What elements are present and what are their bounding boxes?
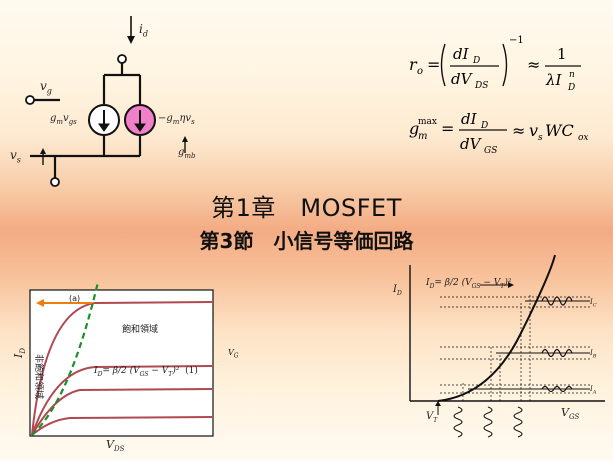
gm-vgs-v: v bbox=[63, 113, 69, 124]
svg-text:=: = bbox=[441, 119, 454, 138]
gmb-label-sub: mb bbox=[184, 152, 196, 160]
ic-label: IC bbox=[590, 298, 597, 309]
vg-side-label: VG bbox=[228, 348, 239, 360]
ro-rhs-den: λI bbox=[545, 71, 563, 89]
vs-label: v bbox=[10, 148, 17, 162]
vin-wave-2 bbox=[483, 406, 493, 438]
vg-label: v bbox=[40, 79, 47, 93]
gmb-label: g bbox=[178, 147, 185, 158]
nonsat-label: 非飽和領域 bbox=[33, 354, 43, 400]
ro-lhs: r bbox=[409, 55, 418, 74]
vt-label: VT bbox=[426, 411, 438, 424]
ia-label: IA bbox=[590, 385, 597, 396]
gmb-eq-rest-sub: s bbox=[191, 118, 195, 126]
wave-a bbox=[541, 385, 573, 393]
transfer-eq: ID= β/2 (VGS − VT)² bbox=[426, 278, 512, 290]
vg-sub: g bbox=[46, 86, 52, 96]
ro-rhs-num: 1 bbox=[557, 45, 567, 63]
gmb-eq-sub: m bbox=[172, 118, 180, 126]
gm-rhs-sub: s bbox=[538, 133, 543, 143]
output-xlabel: VDS bbox=[106, 438, 125, 454]
output-ylabel: ID bbox=[12, 348, 28, 358]
transfer-curve bbox=[437, 255, 556, 402]
gm-vgs-gsub: m bbox=[56, 118, 64, 126]
boundary-curve bbox=[31, 281, 100, 436]
gm-rhs2-sub: ox bbox=[578, 133, 589, 143]
output-characteristic-graph bbox=[29, 281, 214, 437]
saturation-label: 飽和領域 bbox=[122, 325, 159, 335]
wave-c bbox=[541, 296, 573, 306]
ro-num-sub: D bbox=[472, 56, 480, 66]
equation-gm: g m max = dI D dV GS ≈ v s WC ox bbox=[409, 110, 589, 156]
gmb-eq: −g bbox=[158, 113, 173, 124]
curve-2 bbox=[31, 365, 213, 436]
ro-sub: o bbox=[417, 66, 423, 77]
gm-lhs: g bbox=[409, 119, 419, 138]
curve-1 bbox=[31, 301, 213, 436]
chapter-title: 第1章 MOSFET bbox=[211, 194, 402, 222]
vin-wave-1 bbox=[453, 406, 463, 438]
ro-den: dV bbox=[451, 70, 474, 88]
transfer-xlabel: VGS bbox=[561, 406, 580, 422]
ro-rhs-den-sub: D bbox=[567, 83, 575, 93]
transfer-characteristic-graph bbox=[409, 255, 605, 438]
gm-vgs-vsub: gs bbox=[68, 118, 77, 126]
curve-3 bbox=[31, 388, 213, 436]
wave-b bbox=[541, 348, 573, 358]
vin-wave-3 bbox=[513, 406, 523, 438]
equation-ro: r o = dI D dV DS −1 ≈ 1 λI n D bbox=[409, 35, 581, 93]
ib-label: IB bbox=[590, 349, 597, 360]
gm-num: dI bbox=[461, 110, 478, 128]
gm-den-sub: GS bbox=[484, 146, 497, 156]
ro-approx: ≈ bbox=[527, 55, 540, 74]
vs-sub: s bbox=[16, 155, 21, 165]
small-signal-circuit bbox=[25, 16, 188, 187]
gm-rhs: v bbox=[529, 121, 538, 140]
transfer-ylabel: ID bbox=[393, 284, 402, 297]
ro-exp: −1 bbox=[509, 35, 524, 46]
ro-den-sub: DS bbox=[474, 81, 488, 91]
section-title: 第3節 小信号等価回路 bbox=[199, 229, 414, 253]
id-label: i bbox=[139, 22, 143, 36]
output-eq: ID= β/2 (VGS − VT)² (1) bbox=[94, 366, 198, 378]
gm-approx: ≈ bbox=[512, 121, 525, 140]
svg-text:=: = bbox=[427, 55, 440, 74]
gm-num-sub: D bbox=[480, 121, 488, 131]
gm-sup: max bbox=[418, 117, 437, 127]
gm-rhs2: WC bbox=[545, 121, 574, 140]
ro-rhs-den-sup: n bbox=[569, 70, 575, 80]
gm-sub: m bbox=[418, 131, 427, 142]
marker-a: (a) bbox=[69, 294, 81, 303]
ro-num: dI bbox=[453, 45, 470, 63]
gmb-eq-rest: ηv bbox=[179, 113, 192, 124]
gm-den: dV bbox=[460, 135, 483, 153]
gm-vgs-g: g bbox=[50, 113, 57, 124]
id-sub: d bbox=[142, 29, 148, 39]
